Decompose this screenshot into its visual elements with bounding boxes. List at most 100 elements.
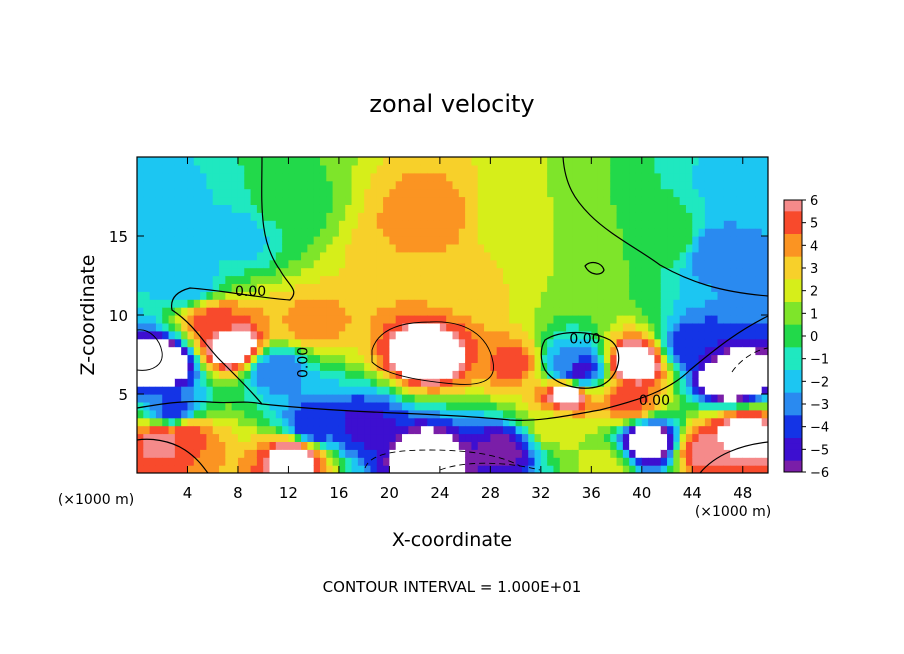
field-cell: [452, 259, 460, 269]
field-cell: [572, 338, 580, 348]
field-cell: [294, 204, 302, 213]
field-cell: [288, 307, 296, 316]
field-cell: [736, 307, 744, 316]
field-cell: [395, 417, 403, 427]
field-cell: [692, 283, 700, 292]
field-cell: [730, 275, 738, 284]
field-cell: [357, 409, 365, 419]
field-cell: [622, 180, 630, 190]
field-cell: [376, 299, 384, 308]
field-cell: [137, 465, 144, 473]
field-cell: [345, 409, 353, 419]
field-cell: [679, 370, 687, 379]
field-cell: [597, 386, 605, 395]
colorbar-swatch: [784, 279, 802, 286]
field-cell: [433, 267, 441, 277]
field-cell: [553, 220, 561, 229]
field-cell: [307, 378, 315, 387]
field-cell: [307, 409, 315, 419]
field-cell: [603, 259, 611, 269]
field-cell: [313, 338, 321, 348]
field-cell: [332, 338, 340, 348]
field-cell: [256, 409, 264, 419]
field-cell: [629, 394, 637, 403]
field-cell: [351, 330, 359, 340]
field-cell: [578, 457, 586, 466]
colorbar-swatch: [784, 302, 802, 309]
field-cell: [553, 259, 561, 269]
field-cell: [635, 251, 643, 261]
field-cell: [313, 322, 321, 332]
field-cell: [219, 465, 226, 473]
field-cell: [654, 188, 662, 198]
field-cell: [427, 441, 435, 450]
field-cell: [288, 172, 296, 182]
field-cell: [301, 378, 308, 387]
field-cell: [641, 370, 649, 379]
field-cell: [168, 401, 176, 411]
field-cell: [622, 212, 630, 221]
field-cell: [679, 378, 687, 387]
field-cell: [338, 386, 346, 395]
field-cell: [761, 220, 768, 229]
field-cell: [622, 275, 630, 284]
field-cell: [711, 394, 719, 403]
field-cell: [376, 236, 384, 245]
field-cell: [465, 267, 473, 277]
field-cell: [742, 465, 750, 473]
field-cell: [528, 370, 536, 379]
field-cell: [231, 212, 239, 221]
field-cell: [168, 267, 176, 277]
field-cell: [603, 330, 611, 340]
field-cell: [376, 188, 384, 198]
field-cell: [591, 236, 599, 245]
field-cell: [389, 164, 397, 174]
field-cell: [452, 330, 460, 340]
colorbar-tick-label: 0: [810, 330, 818, 345]
field-cell: [496, 291, 504, 300]
field-cell: [566, 401, 573, 411]
field-cell: [477, 157, 485, 166]
field-cell: [313, 449, 321, 458]
field-cell: [559, 465, 567, 473]
field-cell: [414, 401, 422, 411]
field-cell: [250, 417, 258, 427]
field-cell: [452, 204, 460, 213]
field-cell: [137, 188, 144, 198]
field-cell: [465, 243, 473, 253]
field-cell: [528, 172, 536, 182]
y-tick-label: 5: [118, 386, 128, 404]
field-cell: [275, 449, 283, 458]
field-cell: [755, 386, 763, 395]
field-cell: [206, 243, 214, 253]
field-cell: [742, 275, 750, 284]
field-cell: [414, 196, 422, 205]
field-cell: [471, 362, 479, 371]
field-cell: [572, 283, 580, 292]
field-cell: [509, 425, 517, 435]
field-cell: [502, 157, 510, 166]
field-cell: [338, 299, 346, 308]
field-cell: [446, 243, 454, 253]
field-cell: [181, 228, 189, 237]
field-cell: [174, 394, 182, 403]
field-cell: [193, 307, 201, 316]
field-cell: [402, 196, 409, 205]
field-cell: [515, 409, 523, 419]
field-cell: [332, 212, 340, 221]
field-cell: [439, 386, 447, 395]
field-cell: [578, 291, 586, 300]
field-cell: [528, 417, 536, 427]
field-cell: [256, 338, 264, 348]
field-cell: [370, 465, 378, 473]
field-cell: [622, 401, 630, 411]
field-cell: [427, 267, 435, 277]
field-cell: [433, 409, 441, 419]
field-cell: [357, 307, 365, 316]
field-cell: [641, 394, 649, 403]
field-cell: [269, 196, 277, 205]
field-cell: [502, 409, 510, 419]
field-cell: [723, 338, 731, 348]
field-cell: [572, 394, 580, 403]
field-cell: [250, 425, 258, 435]
